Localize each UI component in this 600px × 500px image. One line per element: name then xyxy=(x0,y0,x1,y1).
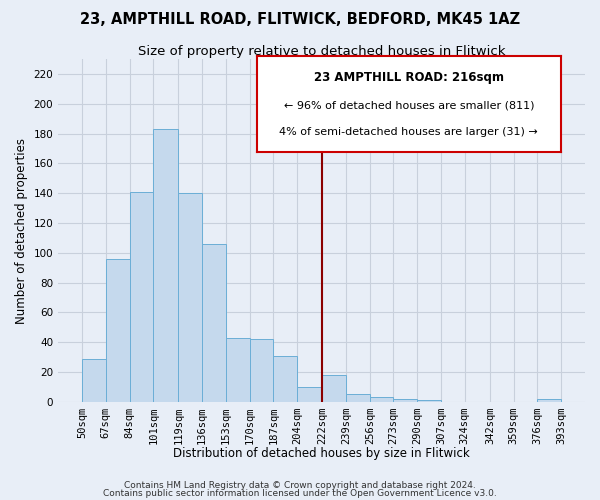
Title: Size of property relative to detached houses in Flitwick: Size of property relative to detached ho… xyxy=(138,45,505,58)
Bar xyxy=(178,194,202,402)
Bar xyxy=(130,192,154,402)
Bar xyxy=(106,259,130,402)
Bar xyxy=(226,338,250,402)
Bar xyxy=(154,129,178,402)
Bar xyxy=(297,387,322,402)
Text: 4% of semi-detached houses are larger (31) →: 4% of semi-detached houses are larger (3… xyxy=(280,128,538,138)
Bar xyxy=(202,244,226,402)
Text: 23 AMPTHILL ROAD: 216sqm: 23 AMPTHILL ROAD: 216sqm xyxy=(314,70,504,84)
X-axis label: Distribution of detached houses by size in Flitwick: Distribution of detached houses by size … xyxy=(173,447,470,460)
Bar xyxy=(346,394,370,402)
Text: ← 96% of detached houses are smaller (811): ← 96% of detached houses are smaller (81… xyxy=(284,101,534,111)
Y-axis label: Number of detached properties: Number of detached properties xyxy=(15,138,28,324)
Text: 23, AMPTHILL ROAD, FLITWICK, BEDFORD, MK45 1AZ: 23, AMPTHILL ROAD, FLITWICK, BEDFORD, MK… xyxy=(80,12,520,28)
Bar xyxy=(82,358,106,402)
Bar xyxy=(370,398,394,402)
Text: Contains HM Land Registry data © Crown copyright and database right 2024.: Contains HM Land Registry data © Crown c… xyxy=(124,480,476,490)
Bar xyxy=(417,400,441,402)
Bar xyxy=(394,399,417,402)
Bar xyxy=(538,399,561,402)
Bar xyxy=(322,375,346,402)
Bar xyxy=(274,356,297,402)
Bar xyxy=(250,340,274,402)
Text: Contains public sector information licensed under the Open Government Licence v3: Contains public sector information licen… xyxy=(103,489,497,498)
